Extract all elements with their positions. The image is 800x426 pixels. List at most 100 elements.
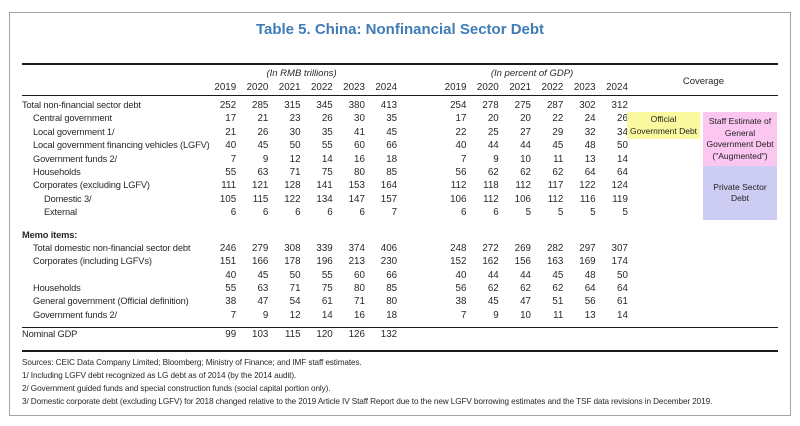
rmb-value: 21	[225, 126, 237, 138]
table-row: Households 55 63 71 75 80 85 56 62 62 62 64 64	[22, 166, 778, 179]
rmb-value: 315	[284, 100, 301, 111]
gdp-value: 20	[520, 113, 532, 125]
gdp-value: 6	[460, 207, 467, 219]
table-figure-frame: Table 5. China: Nonfinancial Sector Debt…	[9, 12, 791, 416]
table-row: Total domestic non-financial sector debt…	[22, 242, 778, 255]
coverage-box-official-government-debt: Official Government Debt	[627, 112, 700, 139]
gdp-value: 13	[584, 309, 596, 321]
rmb-value: 66	[386, 140, 398, 152]
footnote: 3/ Domestic corporate debt (excluding LG…	[22, 396, 713, 406]
rmb-value: 111	[221, 180, 237, 192]
rmb-value: 126	[348, 329, 365, 341]
rmb-value: 132	[380, 329, 398, 341]
rmb-value: 6	[359, 207, 365, 219]
rmb-value: 164	[380, 180, 398, 192]
rmb-value: 60	[354, 140, 365, 152]
gdp-value	[597, 328, 629, 341]
row-label: Government funds 2/	[33, 153, 117, 164]
table-row: Government funds 2/7 9 12 14 16 18 7 9 10 11 13 14	[22, 309, 778, 322]
rmb-value: 14	[321, 153, 333, 165]
table-row: Local government 1/21 26 30 35 41 45 22 25 27 29 3…	[22, 126, 778, 139]
rmb-value: 63	[257, 166, 269, 178]
gdp-value: 9	[493, 153, 499, 165]
year-header: 2023	[573, 82, 596, 93]
rmb-value: 413	[380, 100, 398, 111]
rmb-value: 12	[289, 153, 301, 165]
column-gap	[398, 112, 435, 125]
coverage-cell	[629, 269, 778, 282]
rmb-value: 9	[262, 153, 269, 165]
column-gap	[398, 126, 435, 139]
rmb-value: 339	[316, 242, 333, 254]
gdp-value: 10	[520, 153, 532, 165]
gdp-value: 254	[450, 100, 467, 111]
gdp-value: 248	[450, 242, 467, 254]
rmb-value: 45	[257, 140, 269, 152]
gdp-value: 22	[455, 126, 467, 138]
gdp-value: 11	[553, 153, 564, 165]
rmb-value: 213	[348, 256, 365, 268]
rmb-value: 308	[284, 242, 301, 254]
gdp-value	[532, 328, 564, 341]
rmb-value: 71	[289, 166, 301, 178]
table-row: External 6 6 6 6 6 7 6 6 5 5 5 5	[22, 206, 778, 219]
gdp-value: 112	[450, 180, 467, 192]
rmb-value: 252	[219, 100, 237, 111]
rmb-value: 406	[380, 242, 398, 254]
year-header: 2019	[214, 82, 237, 93]
year-header: 2022	[541, 82, 564, 93]
gdp-value: 117	[547, 180, 564, 192]
rmb-value: 55	[321, 140, 333, 152]
rmb-value: 66	[386, 269, 398, 281]
rmb-value: 23	[289, 113, 301, 125]
year-header: 2024	[375, 82, 398, 93]
rmb-value: 16	[354, 309, 365, 321]
rmb-value: 26	[321, 113, 333, 125]
rmb-value: 71	[354, 296, 365, 308]
gdp-value	[467, 328, 499, 341]
table-row: Corporates (excluding LGFV) 111 121 128 141 1…	[22, 179, 778, 192]
coverage-cell	[629, 309, 778, 322]
rmb-value: 63	[257, 283, 269, 295]
table-row: 40 45 50 55 60 66 40 44 44 45 48 50	[22, 269, 778, 282]
row-label: Total domestic non-financial sector debt	[33, 242, 191, 253]
row-label: Local government 1/	[33, 126, 115, 137]
rmb-value: 115	[252, 193, 269, 205]
rmb-value: 6	[230, 207, 237, 219]
rmb-value: 134	[316, 193, 333, 205]
rmb-value: 6	[262, 207, 269, 219]
table-row: Nominal GDP 99 103 115 120 126 132	[22, 328, 778, 341]
rmb-value: 55	[225, 283, 237, 295]
row-label: Total non-financial sector debt	[22, 100, 141, 110]
year-header: 2021	[278, 82, 301, 93]
footnote: Sources: CEIC Data Company Limited; Bloo…	[22, 357, 362, 367]
column-gap	[398, 99, 435, 112]
gdp-value: 106	[514, 193, 532, 205]
gdp-value: 272	[482, 242, 499, 254]
coverage-cell	[629, 99, 778, 112]
year-header: 2020	[476, 82, 499, 93]
gdp-value: 62	[487, 283, 499, 295]
gdp-value: 20	[487, 113, 499, 125]
gdp-value: 32	[584, 126, 596, 138]
gdp-value: 45	[487, 296, 499, 308]
table-area: (In RMB trillions) (In percent of GDP) C…	[22, 63, 778, 408]
rmb-value: 246	[219, 242, 237, 254]
gdp-value: 312	[611, 100, 628, 111]
rmb-value: 128	[284, 180, 301, 192]
gdp-value: 62	[552, 283, 564, 295]
gdp-value: 44	[487, 269, 499, 281]
row-label: Corporates (including LGFVs)	[33, 256, 152, 267]
rmb-value: 55	[321, 269, 333, 281]
gdp-value: 64	[617, 283, 628, 295]
coverage-box-private-sector-debt: Private Sector Debt	[703, 166, 777, 220]
rmb-value: 122	[284, 193, 301, 205]
gdp-value: 45	[552, 269, 564, 281]
table-row: Households 55 63 71 75 80 85 56 62 62 62 64 64	[22, 282, 778, 295]
table-title: Table 5. China: Nonfinancial Sector Debt	[255, 21, 545, 38]
gdp-value: 269	[514, 242, 532, 254]
row-label: Local government financing vehicles (LGF…	[33, 140, 210, 151]
gdp-value: 25	[487, 126, 499, 138]
rmb-value: 45	[257, 269, 269, 281]
coverage-cell	[629, 295, 778, 308]
